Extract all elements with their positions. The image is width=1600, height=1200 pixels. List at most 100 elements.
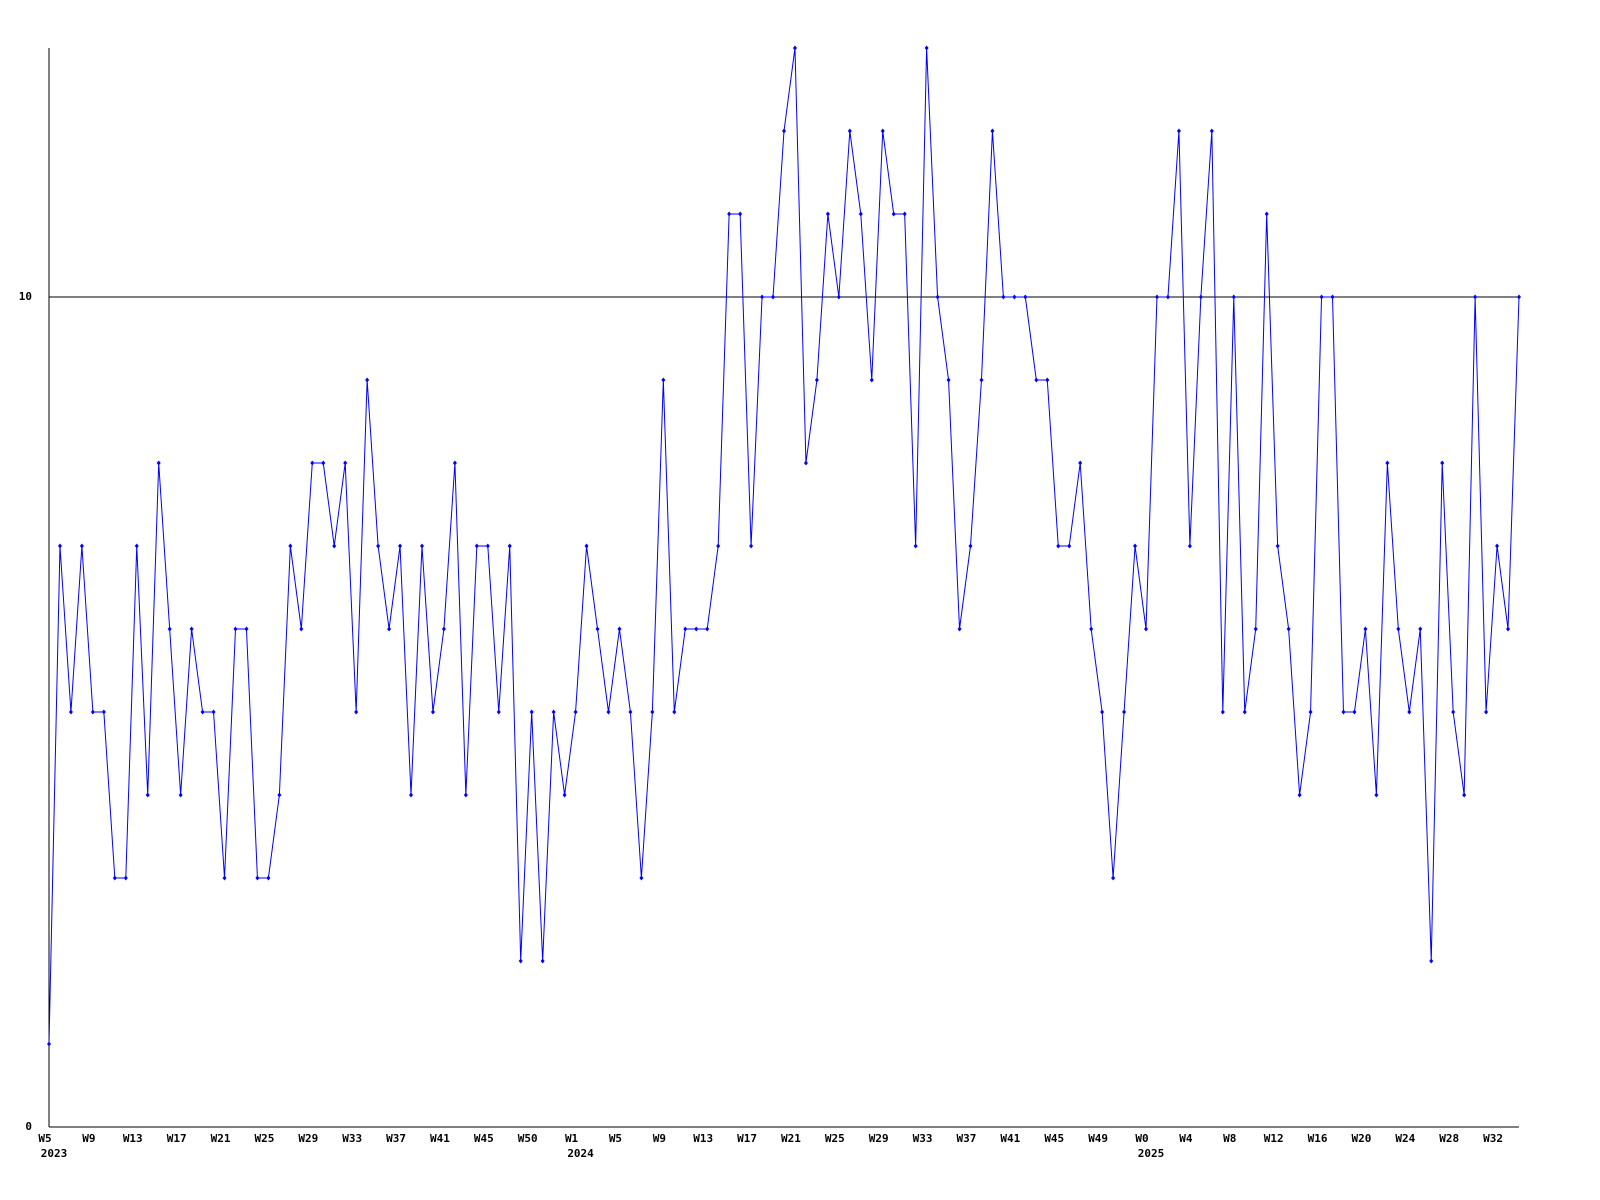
data-point	[419, 543, 424, 549]
data-point	[1034, 377, 1039, 383]
data-point	[398, 543, 403, 549]
data-point	[156, 460, 161, 466]
data-point	[1308, 709, 1313, 715]
data-point	[1517, 294, 1521, 300]
data-point	[57, 543, 62, 549]
data-point	[1297, 792, 1302, 798]
data-point	[606, 709, 611, 715]
data-point	[1176, 128, 1181, 134]
data-point	[639, 875, 644, 881]
data-point	[1045, 377, 1050, 383]
data-point	[123, 875, 128, 881]
data-point	[1100, 709, 1105, 715]
data-point	[1133, 543, 1138, 549]
data-point	[474, 543, 479, 549]
data-point	[1154, 294, 1159, 300]
x-tick-label: W29	[298, 1132, 318, 1145]
data-point	[441, 626, 446, 632]
data-point	[771, 294, 776, 300]
data-point	[343, 460, 348, 466]
data-point	[584, 543, 589, 549]
data-point	[1363, 626, 1368, 632]
data-point	[1078, 460, 1083, 466]
x-tick-label: W25	[825, 1132, 845, 1145]
data-point	[705, 626, 710, 632]
data-point	[1341, 709, 1346, 715]
data-point	[1473, 294, 1478, 300]
data-point	[1023, 294, 1028, 300]
x-tick-label: W12	[1264, 1132, 1284, 1145]
data-point	[1462, 792, 1467, 798]
data-point	[760, 294, 765, 300]
x-tick-label: W1	[565, 1132, 579, 1145]
x-tick-label: W37	[386, 1132, 406, 1145]
data-point	[727, 211, 732, 217]
data-point	[749, 543, 754, 549]
data-point	[1484, 709, 1489, 715]
data-point	[990, 128, 995, 134]
x-tick-label: W17	[167, 1132, 187, 1145]
data-point	[1220, 709, 1225, 715]
data-point	[661, 377, 666, 383]
data-point	[792, 45, 797, 51]
x-tick-label: W24	[1395, 1132, 1415, 1145]
x-tick-label: W5	[609, 1132, 622, 1145]
data-point	[880, 128, 885, 134]
data-point	[1385, 460, 1390, 466]
data-point	[1089, 626, 1094, 632]
x-tick-label: W50	[518, 1132, 538, 1145]
data-point	[1286, 626, 1291, 632]
data-point	[211, 709, 216, 715]
data-line	[48, 47, 1520, 1045]
data-point	[167, 626, 172, 632]
data-point	[1319, 294, 1324, 300]
data-point	[540, 958, 545, 964]
data-point	[1253, 626, 1258, 632]
data-point	[913, 543, 918, 549]
x-tick-label: W13	[123, 1132, 143, 1145]
data-point	[672, 709, 677, 715]
data-point	[299, 626, 304, 632]
data-point	[496, 709, 501, 715]
data-point	[803, 460, 808, 466]
data-point	[836, 294, 841, 300]
data-point	[814, 377, 819, 383]
data-point	[507, 543, 512, 549]
data-point	[924, 45, 929, 51]
data-point	[463, 792, 468, 798]
data-point	[1407, 709, 1412, 715]
data-point	[869, 377, 874, 383]
data-point	[189, 626, 194, 632]
x-tick-label: W33	[913, 1132, 933, 1145]
data-point	[1111, 875, 1116, 881]
x-tick-label: W45	[1044, 1132, 1064, 1145]
data-point	[1330, 294, 1335, 300]
x-tick-label: W4	[1179, 1132, 1193, 1145]
data-point	[222, 875, 227, 881]
y-tick-label: 0	[25, 1120, 32, 1133]
data-point	[79, 543, 84, 549]
x-tick-label: W21	[781, 1132, 801, 1145]
x-year-label: 2023	[41, 1147, 68, 1160]
data-point	[1122, 709, 1127, 715]
data-point	[595, 626, 600, 632]
x-tick-label: W17	[737, 1132, 757, 1145]
data-point	[935, 294, 940, 300]
data-point	[288, 543, 293, 549]
x-tick-label: W21	[211, 1132, 231, 1145]
data-point	[825, 211, 830, 217]
x-tick-label: W5	[38, 1132, 51, 1145]
x-year-label: 2024	[567, 1147, 594, 1160]
data-point	[650, 709, 655, 715]
data-point	[365, 377, 370, 383]
data-point	[738, 211, 743, 217]
data-point	[90, 709, 95, 715]
x-tick-label: W25	[254, 1132, 274, 1145]
data-point	[1231, 294, 1236, 300]
x-tick-label: W20	[1351, 1132, 1371, 1145]
x-tick-label: W0	[1135, 1132, 1148, 1145]
x-tick-label: W37	[957, 1132, 977, 1145]
x-year-label: 2025	[1138, 1147, 1165, 1160]
data-point	[1374, 792, 1379, 798]
